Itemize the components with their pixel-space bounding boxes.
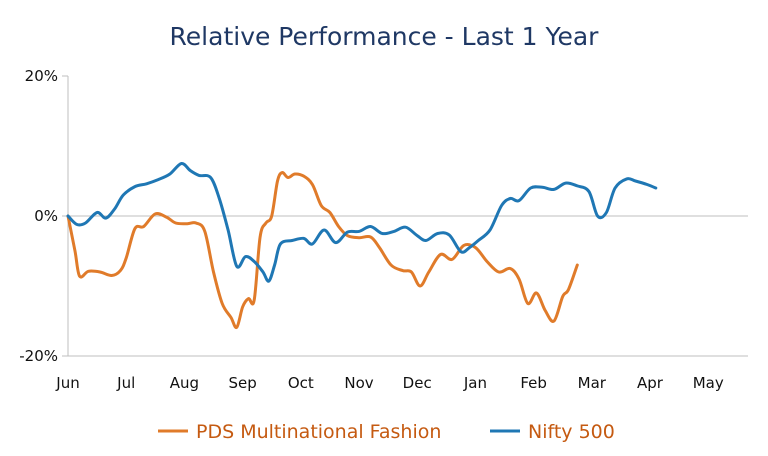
legend-item-pds: PDS Multinational Fashion: [158, 421, 441, 443]
legend-label-nifty-500: Nifty 500: [528, 421, 615, 443]
x-tick-label: Apr: [637, 374, 664, 392]
x-tick-labels: Jun Jul Aug Sep Oct Nov Dec Jan Feb Mar Apr May: [55, 374, 724, 392]
series-lines: [66, 161, 658, 330]
x-tick-label: Dec: [403, 374, 432, 392]
series-line-nifty-500: [66, 161, 658, 283]
x-tick-label: Oct: [288, 374, 314, 392]
x-tick-label: Feb: [520, 374, 547, 392]
x-tick-label: Mar: [578, 374, 607, 392]
x-tick-label: Jul: [116, 374, 135, 392]
chart-title: Relative Performance - Last 1 Year: [170, 22, 600, 51]
x-tick-label: Aug: [170, 374, 199, 392]
x-tick-label: Jun: [55, 374, 79, 392]
legend-label-pds: PDS Multinational Fashion: [196, 421, 441, 443]
legend-item-nifty-500: Nifty 500: [490, 421, 615, 443]
x-tick-label: Sep: [228, 374, 256, 392]
y-tick-label: -20%: [19, 347, 58, 365]
y-tick-label: 0%: [34, 207, 58, 225]
series-line-pds: [66, 171, 579, 330]
legend: PDS Multinational Fashion Nifty 500: [158, 421, 615, 443]
y-tick-label: 20%: [25, 67, 58, 85]
x-tick-label: May: [693, 374, 724, 392]
x-tick-label: Jan: [463, 374, 487, 392]
y-tick-labels: -20% 0% 20%: [19, 67, 58, 365]
x-tick-label: Nov: [344, 374, 373, 392]
